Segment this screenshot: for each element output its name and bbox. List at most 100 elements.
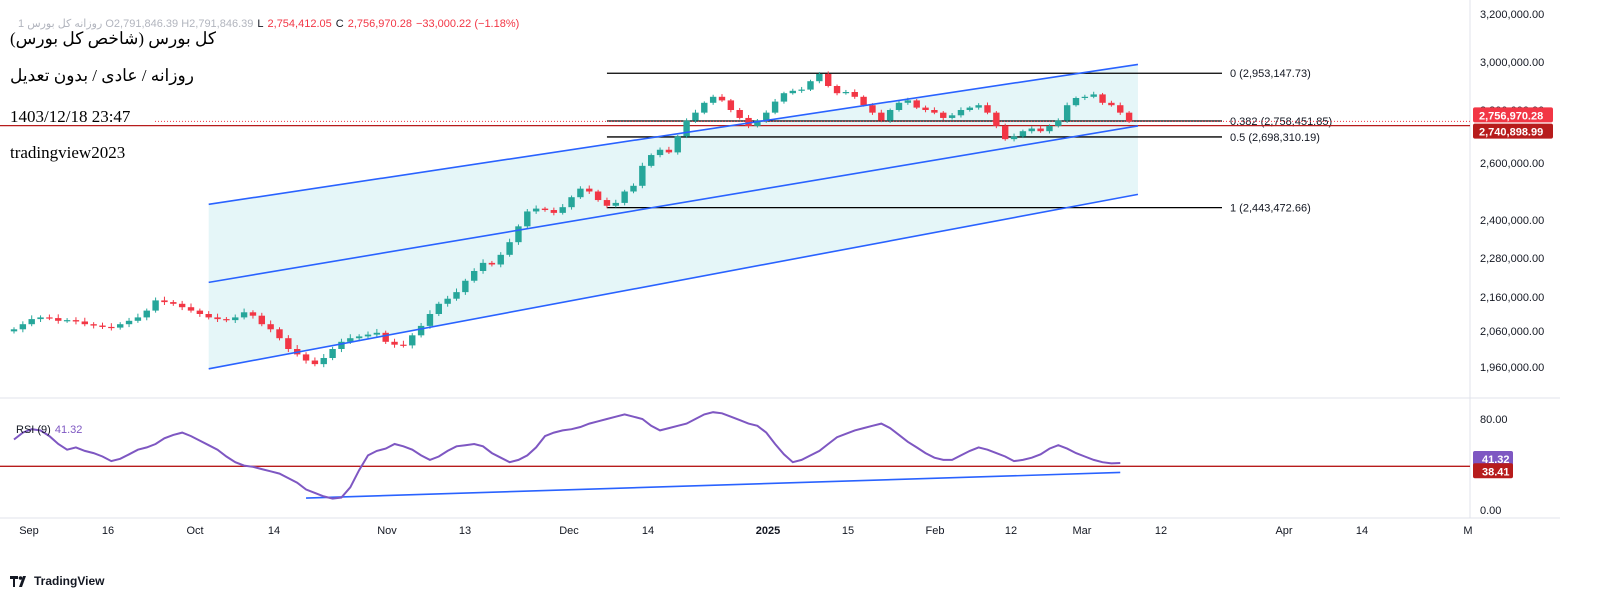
rsi-line	[13, 411, 1121, 500]
candle-body	[329, 349, 336, 358]
ohlc-change: −33,000.22 (−1.18%)	[415, 18, 520, 30]
candle-body	[701, 102, 708, 113]
candle-body	[780, 93, 788, 102]
candle-body	[1010, 136, 1018, 140]
candle-body	[223, 319, 230, 321]
candle-body	[940, 112, 947, 118]
candle-body	[426, 314, 434, 326]
tradingview-logo[interactable]: TradingView	[10, 574, 104, 588]
rsi-legend[interactable]: RSI (9) 41.32	[16, 424, 82, 436]
time-axis-tick-label: 14	[1356, 525, 1368, 537]
candle-body	[125, 320, 133, 325]
candle-body	[922, 107, 929, 110]
candle-body	[409, 335, 416, 346]
candle-body	[152, 300, 159, 311]
candle-body	[532, 208, 540, 212]
rsi-axis-tick-label: 0.00	[1480, 505, 1501, 517]
price-axis-tick-label: 3,200,000.00	[1480, 9, 1544, 21]
candle-body	[347, 338, 354, 342]
candle-body	[196, 310, 204, 314]
candle-body	[46, 317, 53, 319]
candle-body	[524, 211, 531, 227]
rsi-trendline	[306, 471, 1121, 499]
candle-body	[444, 298, 451, 304]
price-axis-tick-label: 2,400,000.00	[1480, 215, 1544, 227]
candle-body	[895, 102, 903, 110]
candle-body	[807, 81, 814, 90]
candle-body	[736, 110, 743, 118]
chart-title-annotation: کل بورس (شاخص کل بورس)	[10, 29, 216, 48]
rsi-label-badge	[1473, 463, 1513, 479]
ohlc-open-high: 1 روزانه کل بورس O2,791,846.39 H2,791,84…	[18, 18, 254, 30]
candle-body	[117, 324, 124, 328]
author-annotation: tradingview2023	[10, 143, 126, 162]
channel-fill	[208, 64, 1138, 369]
fib-level-label: 1 (2,443,472.66)	[1230, 203, 1311, 215]
candle-body	[1063, 105, 1071, 121]
candle-body	[603, 200, 611, 206]
candle-body	[975, 105, 982, 108]
candle-body	[108, 326, 115, 329]
candle-body	[763, 112, 770, 121]
candle-body	[240, 312, 248, 318]
candle-body	[993, 112, 1000, 126]
price-label-badge	[1473, 107, 1553, 123]
candle-body	[984, 105, 991, 113]
candle-body	[577, 188, 584, 198]
candle-body	[267, 324, 274, 330]
candle-body	[869, 105, 876, 113]
candle-body	[515, 226, 522, 243]
candle-body	[851, 92, 858, 97]
time-axis-tick-label: 14	[268, 525, 280, 537]
candle-body	[656, 149, 664, 156]
price-label-text: 2,756,970.28	[1479, 110, 1543, 122]
candle-body	[1090, 94, 1097, 97]
candle-body	[957, 110, 965, 116]
time-axis-tick-label: Sep	[19, 525, 39, 537]
ohlc-close-label: C	[335, 18, 344, 30]
candle-body	[1037, 128, 1044, 132]
tradingview-logo-icon	[10, 575, 26, 587]
candle-body	[63, 320, 71, 322]
candle-body	[364, 334, 372, 337]
candle-body	[1028, 128, 1035, 132]
time-axis-tick-label: 12	[1005, 525, 1017, 537]
time-axis-tick-label: Dec	[559, 525, 579, 537]
time-axis-tick-label: Feb	[926, 525, 945, 537]
time-axis-tick-label: 16	[102, 525, 114, 537]
ohlc-close-value: 2,756,970.28	[347, 18, 412, 30]
time-axis-tick-label: Mar	[1073, 525, 1092, 537]
time-axis-tick-label: Apr	[1275, 525, 1292, 537]
candle-body	[338, 341, 345, 349]
candle-body	[1072, 98, 1080, 106]
candle-body	[709, 96, 717, 103]
candle-body	[417, 325, 425, 336]
candle-body	[55, 318, 62, 321]
candle-body	[187, 307, 195, 311]
candle-body	[559, 207, 566, 213]
candle-body	[1108, 102, 1115, 106]
candle-body	[621, 191, 628, 203]
price-axis-tick-label: 2,160,000.00	[1480, 292, 1544, 304]
candle-body	[488, 262, 496, 265]
candle-body	[692, 112, 699, 121]
candle-body	[745, 117, 752, 126]
candle-body	[630, 185, 637, 192]
candle-body	[1125, 112, 1133, 122]
candle-body	[639, 165, 646, 186]
candle-body	[904, 100, 912, 103]
candle-body	[28, 319, 35, 325]
channel-upper-line	[208, 63, 1139, 206]
price-axis-tick-label: 3,000,000.00	[1480, 57, 1544, 69]
candle-body	[391, 341, 398, 345]
candle-body	[161, 300, 168, 303]
candle-body	[568, 197, 575, 208]
candle-body	[886, 110, 894, 121]
candle-body	[683, 120, 690, 137]
candle-body	[471, 271, 478, 281]
candle-body	[674, 136, 681, 153]
candle-body	[833, 86, 841, 94]
candle-body	[789, 90, 796, 94]
candle-body	[948, 115, 956, 118]
